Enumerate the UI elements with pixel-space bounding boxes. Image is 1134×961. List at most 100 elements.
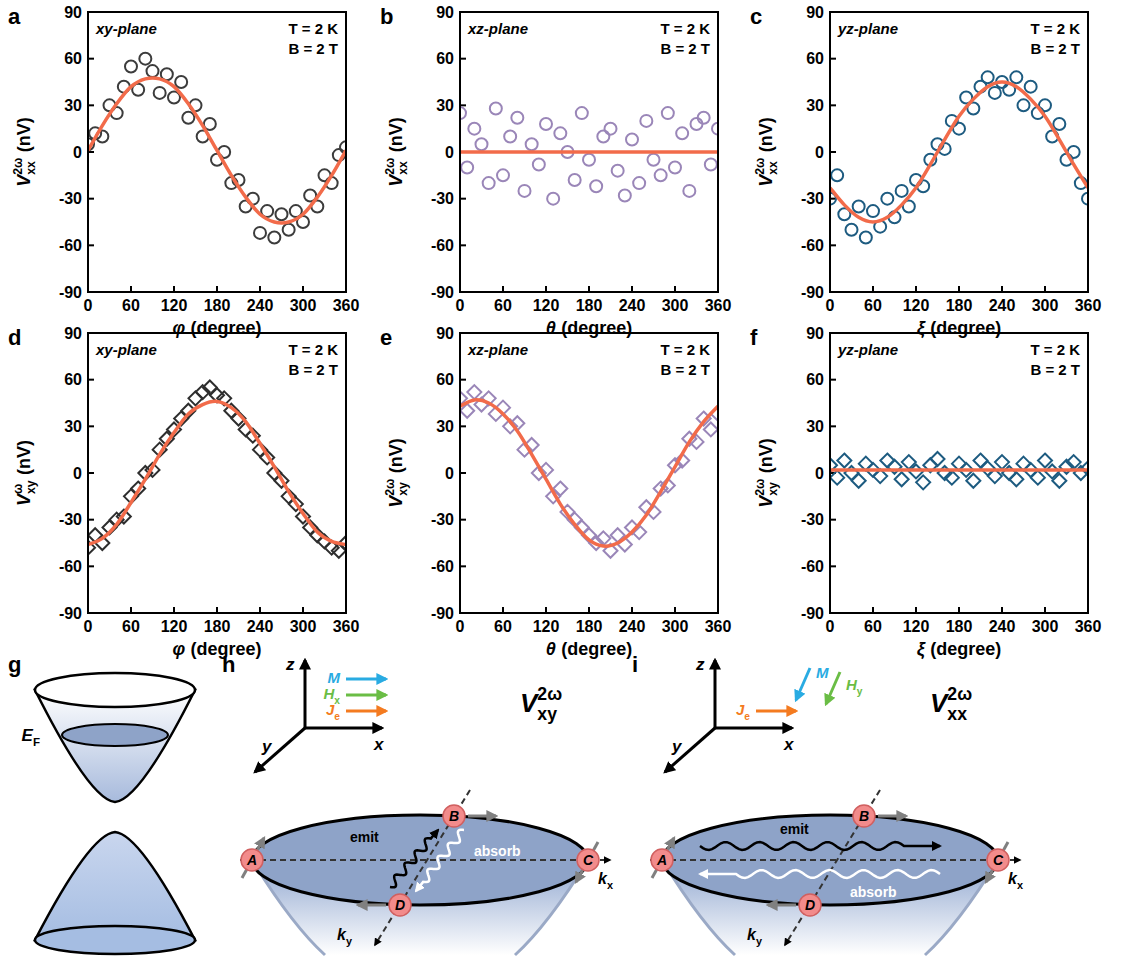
annotation: xz-plane [467, 20, 528, 37]
y-tick-label: -60 [59, 558, 82, 575]
text-part: y [756, 935, 762, 947]
data-point [683, 185, 695, 197]
plot-frame [88, 12, 346, 292]
fit-line [830, 82, 1088, 222]
data-point [831, 169, 843, 181]
state-point [241, 849, 263, 871]
text-part: xy [24, 480, 38, 494]
data-point [966, 474, 980, 488]
data-group [88, 53, 346, 244]
fermi-label: EF [22, 726, 40, 748]
k-axis-label: kx [598, 870, 613, 891]
annotation: T = 2 K [660, 341, 710, 358]
state-point [799, 894, 821, 916]
text-part: y [857, 686, 863, 697]
data-group [460, 102, 718, 204]
text-part: (nV) [14, 440, 34, 475]
text-part: 2ω [11, 158, 25, 175]
text-part: (nV) [386, 117, 406, 152]
annotation: B = 2 T [1030, 40, 1080, 57]
x-axis-title: ξ(degree) [917, 639, 1002, 660]
emit-wave [700, 842, 940, 850]
data-point [845, 466, 859, 480]
panel-letter: a [8, 4, 21, 29]
text-part: (degree) [561, 639, 632, 659]
plot-frame [460, 333, 718, 613]
y-axis-title: Vxx2ω(nV) [383, 117, 411, 187]
plot-frame [830, 12, 1088, 292]
state-point [577, 849, 599, 871]
panel-letter: i [632, 652, 638, 677]
x-axis-title: φ(degree) [172, 639, 261, 659]
x-tick-label: 240 [619, 297, 646, 314]
text-part: 2ω [383, 158, 397, 175]
y-tick-label: -90 [59, 284, 82, 301]
data-group [460, 385, 718, 558]
x-tick-label: 360 [705, 297, 732, 314]
y-tick-label: -60 [431, 558, 454, 575]
panel: -90-60-300306090060120180240300360xy-pla… [8, 4, 359, 339]
data-point [662, 107, 674, 119]
data-point [1031, 471, 1045, 485]
data-point [569, 174, 581, 186]
text-part: 2ω [753, 479, 767, 496]
x-tick-label: 360 [333, 297, 360, 314]
text-part: xx [24, 161, 38, 175]
data-point [276, 208, 288, 220]
x-tick-label: 300 [290, 297, 317, 314]
point-label: D [395, 897, 405, 913]
diagram-title: Vxy2ω [520, 684, 562, 724]
data-point [916, 475, 930, 489]
data-point [852, 474, 866, 488]
plot-frame [88, 333, 346, 613]
vector-label: Je [736, 701, 750, 722]
text-part: (nV) [386, 438, 406, 473]
y-tick-label: 60 [436, 371, 454, 388]
x-tick-label: 120 [161, 297, 188, 314]
data-point [704, 422, 718, 436]
data-point [1053, 118, 1065, 130]
axis-name: x [783, 735, 795, 754]
x-tick-label: 0 [826, 618, 835, 635]
x-tick-label: 120 [903, 297, 930, 314]
y-tick-label: -30 [431, 190, 454, 207]
annotation: yz-plane [837, 341, 898, 358]
x-tick-label: 120 [533, 297, 560, 314]
y-tick-label: 90 [64, 4, 82, 21]
panel: -90-60-300306090060120180240300360xz-pla… [380, 325, 731, 660]
y-tick-label: 0 [73, 144, 82, 161]
spin-arrow [652, 838, 674, 878]
data-point [461, 162, 473, 174]
data-point [490, 102, 502, 114]
lower-cone-rim [35, 926, 195, 954]
annotation: B = 2 T [660, 40, 710, 57]
point-label: C [583, 852, 594, 868]
vector-arrow [756, 710, 796, 713]
y-axis-title: Vxx2ω(nV) [753, 117, 781, 187]
data-point [504, 130, 516, 142]
text-part: x [334, 695, 340, 706]
data-point [830, 471, 844, 485]
x-axis-title: ξ(degree) [917, 318, 1002, 339]
text-part: (degree) [561, 318, 632, 338]
text-part: 2ω [537, 684, 562, 704]
emit-wave [390, 830, 438, 887]
panel-letter: f [750, 325, 758, 350]
data-point [147, 65, 159, 77]
y-tick-label: 90 [806, 325, 824, 342]
data-point [619, 190, 631, 202]
data-point [881, 193, 893, 205]
k-axis-label: ky [747, 926, 762, 947]
y-tick-label: -60 [431, 237, 454, 254]
y-tick-label: 90 [806, 4, 824, 21]
y-tick-label: 30 [436, 418, 454, 435]
spin-arrow [358, 904, 386, 907]
y-tick-label: 0 [445, 465, 454, 482]
text-part: xy [396, 482, 410, 496]
axis-arrow [714, 660, 717, 728]
text-part: 2ω [753, 158, 767, 175]
emit-label: emit [780, 821, 809, 837]
data-point [1010, 71, 1022, 83]
y-tick-label: 60 [64, 50, 82, 67]
text-part: M [328, 669, 341, 686]
